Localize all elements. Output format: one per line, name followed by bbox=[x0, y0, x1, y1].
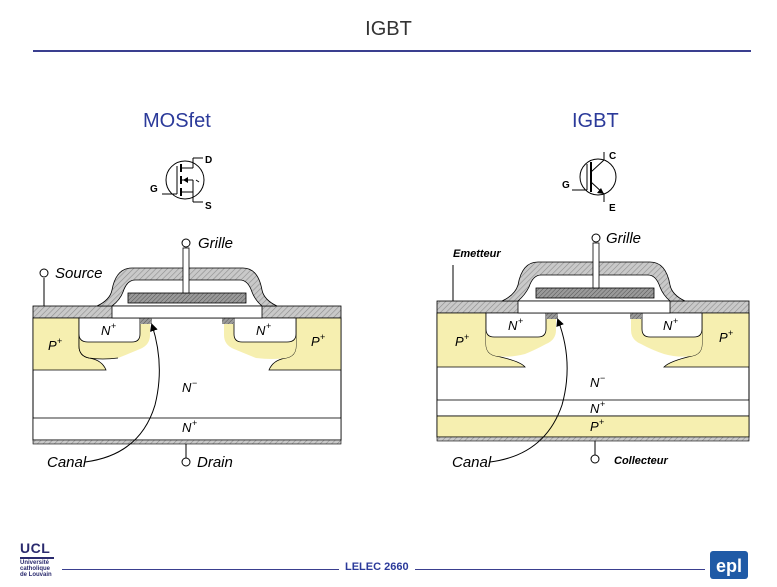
igbt-nplus-buffer-sup: + bbox=[600, 399, 605, 409]
title-divider bbox=[33, 50, 751, 52]
ucl-logo-text: UCL bbox=[20, 540, 51, 556]
slide-title: IGBT bbox=[365, 18, 412, 40]
mosfet-drain-symbol-label: D bbox=[205, 155, 212, 166]
igbt-pplus-left-sup: + bbox=[464, 332, 469, 342]
epl-logo: epl bbox=[710, 551, 748, 579]
mosfet-nplus-bottom-label: N bbox=[182, 420, 192, 435]
mosfet-gate-label: G bbox=[150, 184, 158, 195]
mosfet-drain-label: Drain bbox=[197, 454, 233, 471]
footer-divider-right bbox=[415, 569, 705, 570]
igbt-gate-label: G bbox=[562, 180, 570, 191]
mosfet-nplus-left-sup: + bbox=[111, 321, 116, 331]
mosfet-nplus-left-label: N bbox=[101, 323, 111, 338]
igbt-collecteur-label: Collecteur bbox=[614, 455, 669, 467]
ucl-logo: UCL Université catholique de Louvain bbox=[20, 540, 60, 578]
mosfet-pplus-left-sup: + bbox=[57, 336, 62, 346]
igbt-pplus-bottom-label: P bbox=[590, 419, 599, 434]
footer-divider-left bbox=[62, 569, 339, 570]
igbt-nplus-buffer-label: N bbox=[590, 401, 600, 416]
footer-course-code: LELEC 2660 bbox=[345, 561, 409, 573]
igbt-nplus-left-sup: + bbox=[518, 316, 523, 326]
mosfet-nplus-right-sup: + bbox=[266, 321, 271, 331]
ucl-logo-line3: de Louvain bbox=[20, 572, 52, 578]
mosfet-nminus-label: N bbox=[182, 380, 192, 395]
igbt-pplus-bottom-sup: + bbox=[599, 417, 604, 427]
ucl-logo-line1: Université bbox=[20, 560, 50, 566]
igbt-nplus-left-label: N bbox=[508, 318, 518, 333]
mosfet-source-label: Source bbox=[55, 265, 103, 282]
mosfet-canal-label: Canal bbox=[47, 454, 87, 471]
mosfet-symbol: G D S bbox=[150, 155, 212, 212]
igbt-nminus-sup: − bbox=[600, 373, 605, 383]
mosfet-nplus-bottom-sup: + bbox=[192, 418, 197, 428]
ucl-logo-bar bbox=[20, 557, 54, 559]
igbt-cross-section: Grille Emetteur Collecteur Canal N + N +… bbox=[436, 230, 750, 471]
mosfet-nplus-right-label: N bbox=[256, 323, 266, 338]
mosfet-heading: MOSfet bbox=[143, 110, 211, 132]
igbt-symbol: G C E bbox=[562, 151, 617, 214]
igbt-canal-label: Canal bbox=[452, 454, 492, 471]
epl-logo-text: epl bbox=[716, 556, 742, 576]
igbt-pplus-right-sup: + bbox=[728, 328, 733, 338]
igbt-pplus-left-label: P bbox=[455, 334, 464, 349]
igbt-collector-symbol-label: C bbox=[609, 151, 616, 162]
igbt-nplus-right-label: N bbox=[663, 318, 673, 333]
igbt-emitter-symbol-label: E bbox=[609, 203, 616, 214]
mosfet-source-symbol-label: S bbox=[205, 201, 212, 212]
igbt-grille-label: Grille bbox=[606, 230, 641, 247]
ucl-logo-line2: catholique bbox=[20, 566, 51, 572]
igbt-nminus-label: N bbox=[590, 375, 600, 390]
mosfet-pplus-left-label: P bbox=[48, 338, 57, 353]
igbt-nplus-right-sup: + bbox=[673, 316, 678, 326]
mosfet-pplus-right-sup: + bbox=[320, 332, 325, 342]
mosfet-cross-section: Grille Source Drain Canal N + N + P + P … bbox=[32, 235, 342, 471]
mosfet-pplus-right-label: P bbox=[311, 334, 320, 349]
igbt-emetteur-label: Emetteur bbox=[453, 248, 501, 260]
mosfet-nminus-sup: − bbox=[192, 378, 197, 388]
igbt-pplus-right-label: P bbox=[719, 330, 728, 345]
mosfet-grille-label: Grille bbox=[198, 235, 233, 252]
igbt-heading: IGBT bbox=[572, 110, 619, 132]
